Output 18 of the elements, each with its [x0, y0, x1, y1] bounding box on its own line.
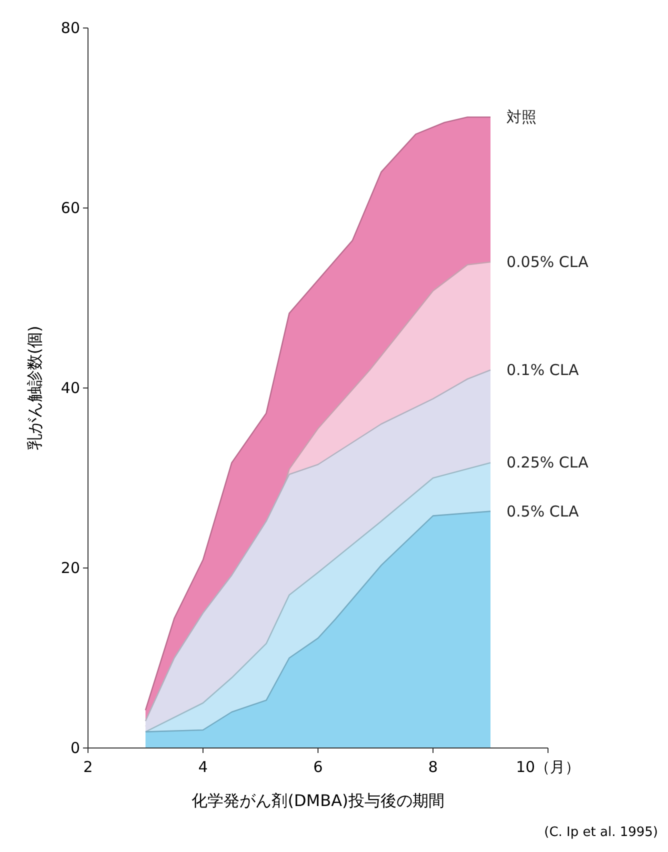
series-label: 0.25% CLA: [506, 454, 590, 472]
text: (C. Ip et al. 1995): [544, 825, 658, 840]
x-tick-label: 8: [428, 758, 438, 776]
series-label: 0.1% CLA: [506, 361, 580, 379]
y-tick-label: 0: [70, 739, 80, 757]
y-axis-title: 乳がん触診数(個): [25, 326, 44, 450]
y-tick-label: 40: [60, 379, 80, 397]
x-tick-label: 10（月）: [516, 758, 580, 776]
series-label: 0.5% CLA: [506, 502, 580, 520]
series-label: 対照: [506, 108, 536, 126]
x-tick-label: 4: [198, 758, 208, 776]
x-axis-title: 化学発がん剤(DMBA)投与後の期間: [192, 791, 444, 810]
series-label: 0.05% CLA: [506, 253, 590, 271]
y-tick-label: 20: [60, 559, 80, 577]
y-tick-label: 80: [60, 19, 80, 37]
x-tick-label: 2: [83, 758, 93, 776]
y-tick-label: 60: [60, 199, 80, 217]
x-tick-label: 6: [313, 758, 323, 776]
